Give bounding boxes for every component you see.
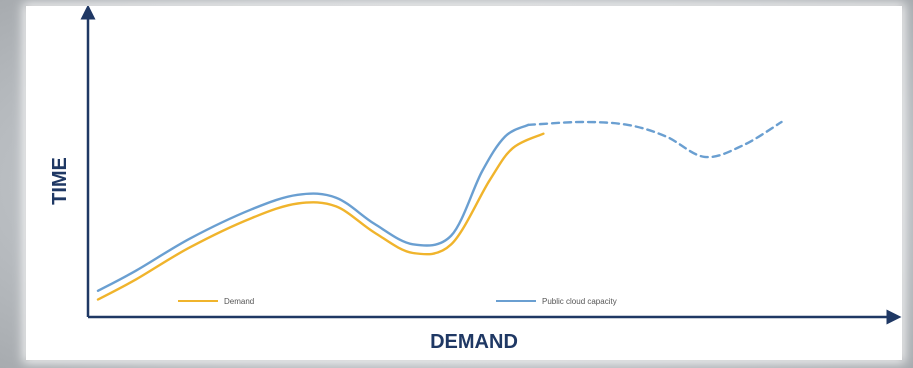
line-chart: TIME DEMAND Demand Public cloud capacity	[49, 6, 902, 353]
series-layer	[96, 120, 783, 301]
legend-label-2: Public cloud capacity	[542, 297, 617, 306]
series-line-public-cloud-capacity	[96, 123, 530, 292]
legend: Demand Public cloud capacity	[178, 297, 617, 306]
series-line-demand	[96, 132, 545, 301]
series-line-public-cloud-capacity-projected	[526, 120, 783, 159]
x-axis-title: DEMAND	[430, 331, 518, 353]
legend-label-1: Demand	[224, 297, 254, 306]
y-axis-title: TIME	[49, 157, 71, 205]
chart-card: TIME DEMAND Demand Public cloud capacity	[26, 6, 902, 360]
